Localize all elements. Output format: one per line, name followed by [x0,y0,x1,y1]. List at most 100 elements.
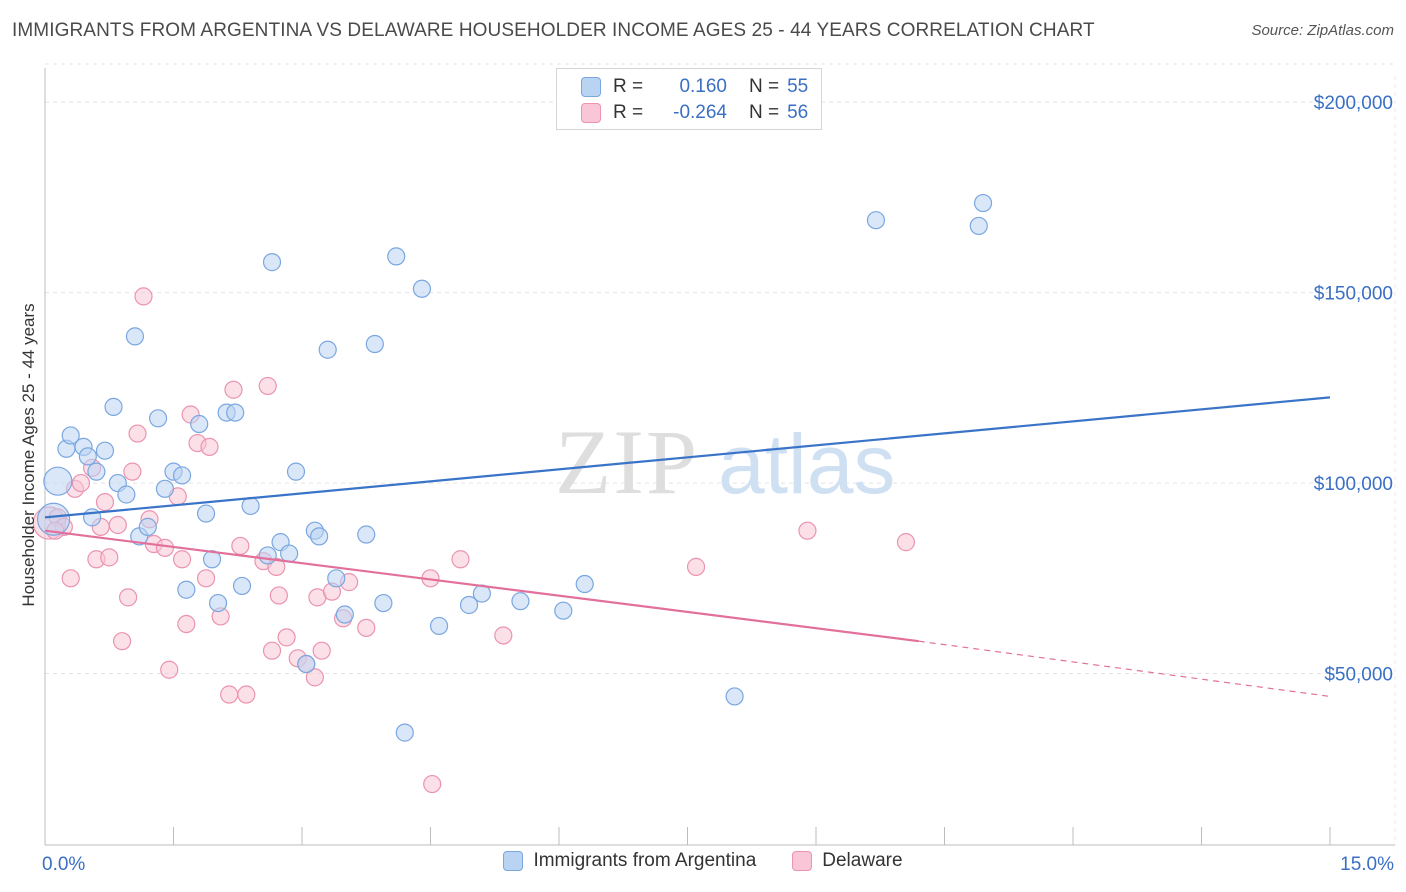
point-delaware [71,473,91,493]
point-argentina [95,441,115,460]
point-delaware [123,462,142,481]
watermark: ZIP atlas [555,411,895,513]
legend-item-delaware[interactable]: Delaware [792,850,903,872]
point-argentina [148,409,168,428]
point-delaware [220,685,239,704]
r-value: 0.160 [679,76,727,97]
point-argentina [575,574,594,594]
point-delaware [61,569,80,588]
x-tick-label: 15.0% [1340,854,1394,875]
point-delaware [112,632,132,651]
point-argentina [374,593,393,613]
y-tick-label: $200,000 [1314,93,1393,114]
point-argentina [241,496,260,516]
point-argentina [357,525,376,544]
point-argentina [365,334,384,354]
r-value: -0.264 [673,102,727,123]
point-argentina [412,279,432,298]
point-argentina [511,592,530,611]
point-delaware [305,668,324,687]
point-delaware [95,493,115,512]
point-argentina [429,616,449,636]
points-argentina [36,193,993,742]
point-argentina [973,193,993,213]
point-argentina [61,426,80,445]
point-argentina [286,462,306,481]
point-delaware [277,628,296,647]
point-argentina [172,466,192,485]
point-argentina [554,601,573,620]
n-label: N = [749,76,780,97]
point-argentina [387,247,406,266]
r-label: R = [613,76,644,97]
point-delaware [357,618,376,637]
legend-label-argentina: Immigrants from Argentina [533,850,757,871]
trend-line-delaware-extrapolated [918,640,1331,698]
series-legend: Immigrants from Argentina Delaware [0,850,1406,872]
points-delaware [32,287,916,794]
point-argentina [297,654,316,674]
point-argentina [117,485,136,504]
point-argentina [232,576,252,596]
y-tick-label: $150,000 [1314,284,1393,305]
point-argentina [310,527,329,546]
stats-row-argentina: R = 0.160 N = 55 [581,74,808,100]
chart-title: IMMIGRANTS FROM ARGENTINA VS DELAWARE HO… [12,20,1095,41]
point-delaware [258,376,277,396]
point-delaware [237,685,256,704]
point-delaware [494,626,513,645]
point-delaware [312,641,331,660]
point-argentina [280,544,299,563]
point-delaware [423,774,442,794]
point-delaware [128,424,147,443]
point-delaware [798,521,817,540]
point-argentina [969,216,988,236]
watermark-atlas: atlas [718,417,895,511]
axes [44,68,1395,846]
point-delaware [231,536,250,556]
legend-item-argentina[interactable]: Immigrants from Argentina [503,850,756,872]
point-argentina [138,517,157,536]
point-argentina [78,447,97,466]
point-argentina [258,546,277,565]
point-delaware [200,437,219,456]
point-delaware [896,533,916,552]
stats-legend: R = 0.160 N = 55 R = -0.264 N = 56 [556,68,822,130]
point-delaware [134,287,153,306]
tick-labels: $50,000 $100,000 $150,000 $200,000 0.0% 15.0% [42,93,1394,875]
point-argentina [155,479,175,498]
point-argentina [327,569,346,588]
point-argentina [226,403,245,422]
point-argentina [125,327,145,346]
point-delaware [155,538,175,557]
y-axis-label: Householder Income Ages 25 - 44 years [19,303,38,606]
point-delaware [262,641,282,660]
stats-row-delaware: R = -0.264 N = 56 [581,100,808,126]
point-argentina [43,466,73,496]
point-argentina [177,580,196,599]
y-tick-label: $100,000 [1314,474,1393,495]
source-label: Source: ZipAtlas.com [1251,22,1394,39]
point-argentina [395,723,414,742]
n-value: 55 [787,76,809,97]
point-argentina [208,593,228,613]
trend-line-argentina [44,396,1331,519]
point-delaware [269,586,288,605]
point-argentina [262,253,282,272]
point-delaware [177,614,196,634]
point-delaware [108,515,127,535]
point-delaware [224,380,243,399]
n-label: N = [749,102,780,123]
point-delaware [100,548,119,567]
point-argentina [36,502,71,536]
trend-lines [44,396,1331,698]
legend-swatch-argentina [503,851,524,871]
point-argentina [87,462,106,481]
point-argentina [866,211,886,230]
point-delaware [160,660,179,679]
point-delaware [172,550,192,569]
legend-label-delaware: Delaware [822,850,903,871]
x-tick-label: 0.0% [42,854,85,875]
point-delaware [451,550,470,569]
